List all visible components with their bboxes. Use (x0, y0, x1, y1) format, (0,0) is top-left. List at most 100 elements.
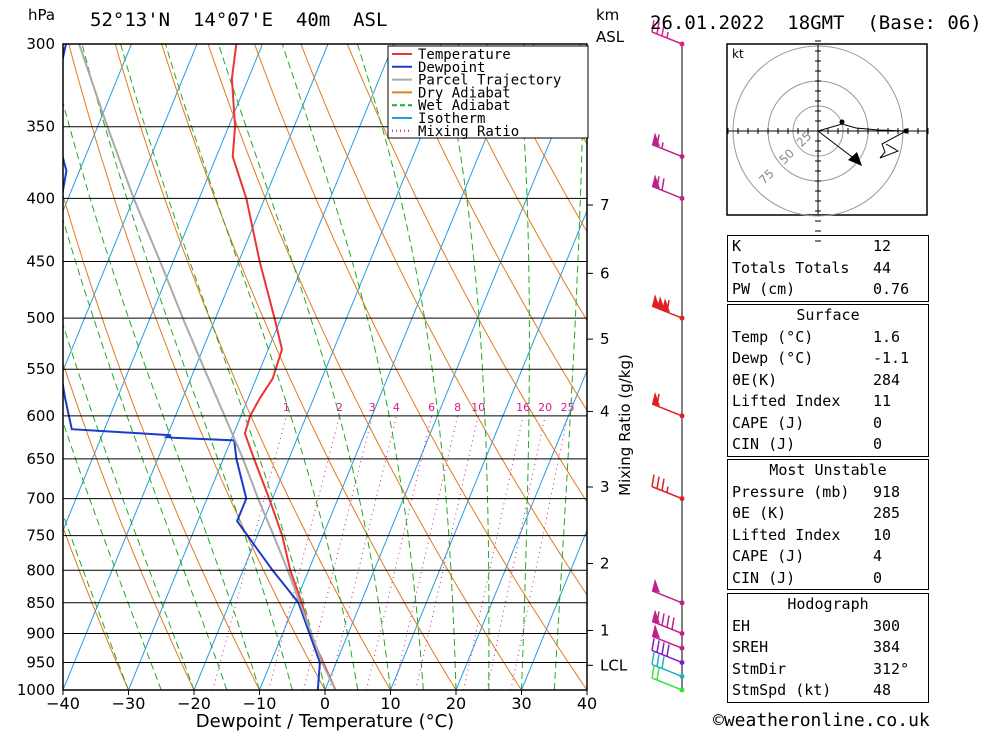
legend-label: Wet Adiabat (418, 98, 511, 114)
height-tick-label: 6 (600, 264, 610, 282)
height-tick-label: 2 (600, 555, 610, 573)
mu-value: 918 (873, 482, 901, 501)
hodograph-params-table: Hodograph EH 300 SREH 384 StmDir 312° StmSp… (727, 593, 929, 703)
dry-adiabat-line (68, 44, 326, 690)
barb-flag (661, 478, 665, 491)
dry-adiabat-line (254, 44, 587, 690)
barb-flag (656, 667, 660, 681)
isotherm-line (63, 44, 329, 690)
temp-tick-label: −20 (177, 694, 211, 713)
mixing-ratio-label: 25 (561, 401, 575, 414)
plot-frame (62, 43, 588, 691)
index-label: K (732, 237, 742, 255)
barb-flag (651, 638, 655, 651)
barb-flag (656, 654, 660, 667)
hodograph-point (903, 128, 909, 134)
hodo-value: 312° (873, 659, 910, 678)
wet-adiabat-line (63, 420, 162, 690)
surface-value: 1.6 (873, 327, 901, 346)
asl-label: ASL (596, 28, 625, 46)
barb-flag (656, 134, 660, 147)
legend-label: Parcel Trajectory (418, 73, 561, 89)
barb-flag (666, 644, 670, 657)
pressure-tick-label: 450 (26, 253, 55, 271)
dry-adiabat-line (63, 193, 260, 690)
credit-link[interactable]: ©weatheronline.co.uk (713, 710, 930, 731)
hodo-label: SREH (732, 638, 769, 656)
hodograph-trace (817, 123, 908, 159)
mixing-ratio-label: 8 (454, 401, 461, 414)
hodo-value: 300 (873, 616, 901, 635)
index-label: Totals Totals (732, 258, 850, 277)
hodo-value: 48 (873, 681, 892, 699)
dry-adiabat-line (951, 44, 1000, 690)
mixing-ratio-line (302, 415, 373, 690)
barb-flag (661, 23, 665, 37)
mixing-ratio-line (268, 415, 340, 690)
height-tick-label: 1 (600, 621, 610, 639)
temp-tick-label: 30 (511, 694, 531, 713)
index-label: PW (cm) (732, 280, 796, 298)
barb-half-flag (661, 142, 664, 149)
mu-label: CAPE (J) (732, 547, 805, 565)
mixing-ratio-label: 20 (538, 401, 552, 414)
mixing-ratio-line (463, 415, 524, 690)
wind-barb (651, 294, 685, 321)
wind-barb (651, 19, 685, 47)
dry-adiabat-line (161, 44, 457, 690)
indices-table: K 12 Totals Totals 44 PW (cm) 0.76 (727, 235, 929, 302)
wind-barb (651, 652, 685, 679)
barb-flag (656, 393, 660, 407)
pressure-tick-label: 650 (26, 450, 55, 468)
storm-motion-vector (817, 130, 857, 161)
mixing-ratio-line (486, 415, 546, 690)
wind-barb (651, 132, 685, 160)
pressure-tick-label: 500 (26, 309, 55, 327)
mu-label: θE (K) (732, 504, 787, 522)
hodograph-params-title: Hodograph (787, 595, 869, 613)
wind-barb (651, 665, 685, 693)
dry-adiabat-line (63, 525, 129, 690)
parcel-trajectory-line (78, 44, 337, 690)
hodograph-unit: kt (732, 47, 744, 61)
barb-flag (656, 176, 660, 189)
pressure-tick-label: 400 (26, 189, 55, 207)
legend-label: Mixing Ratio (418, 124, 519, 140)
most-unstable-table: Most Unstable Pressure (mb) 918 θE (K) 285… (727, 459, 929, 590)
barb-flag (651, 19, 655, 33)
legend-label: Isotherm (418, 111, 485, 127)
wind-barb (651, 624, 685, 651)
wind-barb (651, 638, 685, 665)
pressure-tick-label: 900 (26, 624, 55, 642)
barb-flag (661, 613, 665, 626)
mixing-ratio-label: 16 (516, 401, 530, 414)
dry-adiabat-line (393, 44, 587, 412)
temperature-line (230, 44, 337, 690)
datetime-title: 26.01.2022 18GMT (Base: 06) (650, 12, 982, 34)
temp-tick-label: 20 (446, 694, 466, 713)
pressure-tick-label: 350 (26, 118, 55, 136)
height-tick-label: 3 (600, 478, 610, 496)
mu-label: Lifted Index (732, 525, 841, 544)
barb-flag (671, 617, 675, 630)
isotherm-line (324, 49, 587, 690)
barb-pennant (652, 624, 660, 639)
mixing-ratio-line (415, 415, 479, 690)
isotherm-line (0, 44, 1, 690)
wet-adiabat-line (553, 44, 585, 690)
barb-half-flag (666, 31, 669, 39)
hpa-label: hPa (28, 6, 56, 24)
mixing-ratio-axis-title: Mixing Ratio (g/kg) (616, 354, 634, 496)
barb-flag (661, 178, 665, 191)
surface-value: -1.1 (873, 349, 910, 367)
wet-adiabat-line (63, 100, 260, 690)
isotherm-line (455, 369, 587, 690)
legend-label: Dry Adiabat (418, 85, 511, 101)
barb-flag (661, 656, 665, 669)
hodo-label: EH (732, 616, 751, 635)
surface-value: 11 (873, 392, 892, 410)
wind-barb (651, 391, 685, 419)
dry-adiabat-line (346, 44, 587, 503)
